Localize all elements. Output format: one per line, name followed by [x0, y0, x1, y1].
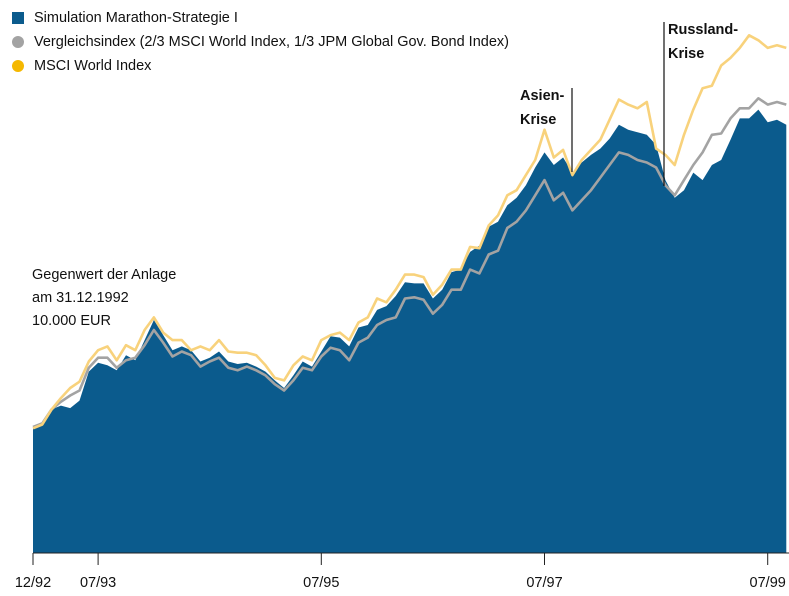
legend-marker: [12, 12, 24, 24]
x-tick-label: 07/99: [750, 575, 786, 591]
line: [32, 97, 787, 429]
legend-label: Simulation Marathon-Strategie I: [34, 10, 238, 26]
annotation: Asien-: [520, 88, 564, 104]
annotation: Krise: [520, 112, 556, 128]
annotation: Gegenwert der Anlage: [32, 267, 176, 283]
x-tick-label: 07/93: [80, 575, 116, 591]
x-tick-label: 07/97: [526, 575, 562, 591]
x-tick-label: 07/95: [303, 575, 339, 591]
annotation: Krise: [668, 46, 704, 62]
annotation: 10.000 EUR: [32, 313, 111, 329]
legend-marker: [12, 36, 24, 48]
annotation: am 31.12.1992: [32, 290, 129, 306]
x-tick-label: 12/92: [15, 575, 51, 591]
legend-label: Vergleichsindex (2/3 MSCI World Index, 1…: [34, 34, 509, 50]
line: [32, 34, 787, 430]
legend-label: MSCI World Index: [34, 58, 152, 74]
annotation: Russland-: [668, 22, 738, 38]
legend-marker: [12, 60, 24, 72]
area: [33, 109, 787, 553]
